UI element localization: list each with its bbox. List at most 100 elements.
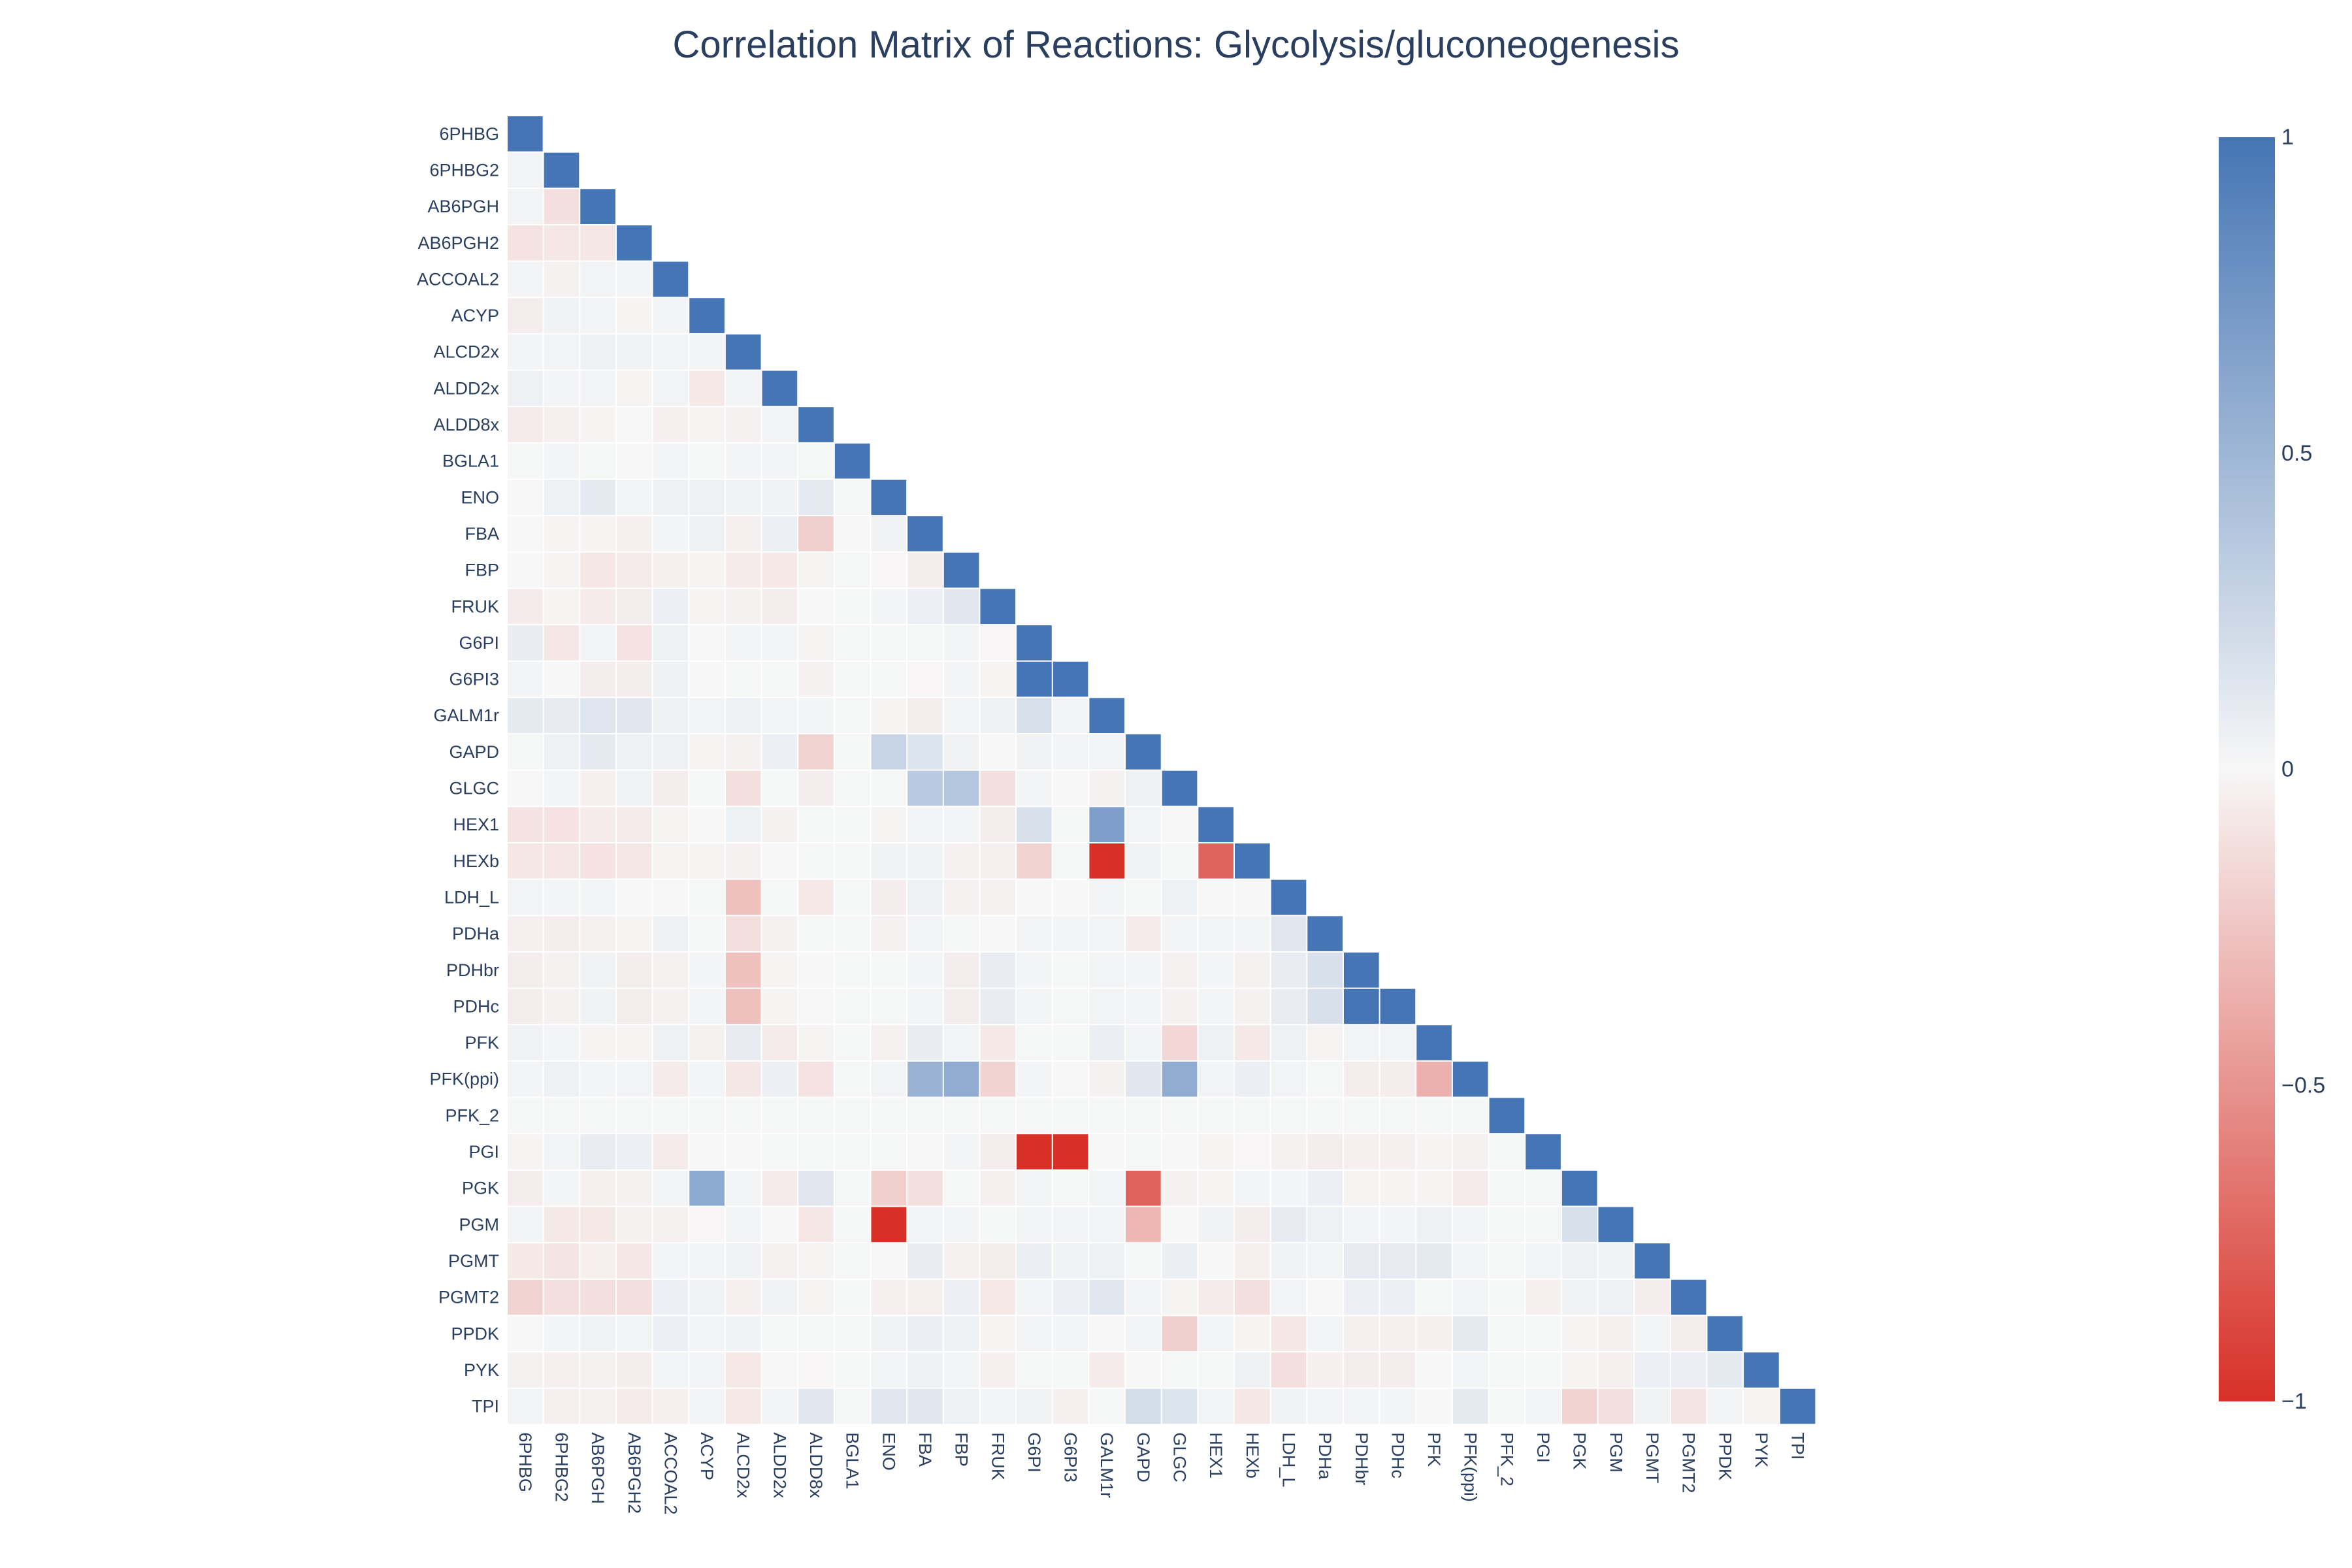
heatmap-cell-PGMT-PDHa (1307, 1243, 1343, 1279)
heatmap-cell-PPDK-ENO (871, 1316, 907, 1352)
heatmap-cell-HEXb-ALCD2x (725, 843, 761, 879)
heatmap-cell-ALDD8x-6PHBG2 (544, 407, 580, 442)
heatmap-cell-PGM-ALCD2x (725, 1207, 761, 1243)
heatmap-cell-PGK-PFK(ppi) (1452, 1170, 1488, 1206)
x-tick-label: G6PI (1024, 1432, 1044, 1473)
heatmap-cell-ACCOAL2-6PHBG2 (544, 261, 580, 297)
heatmap-cell-PDHa-FBP (943, 916, 979, 951)
heatmap-cell-GALM1r-G6PI (1017, 698, 1052, 734)
heatmap-cell-PDHc-HEXb (1235, 988, 1270, 1024)
heatmap-cell-HEX1-ACCOAL2 (653, 807, 689, 842)
heatmap-cell-TPI-PGMT2 (1671, 1388, 1707, 1424)
heatmap-cell-PGMT2-AB6PGH (580, 1279, 615, 1315)
heatmap-cell-PGK-BGLA1 (834, 1170, 870, 1206)
heatmap-cell-PDHc-FRUK (980, 988, 1016, 1024)
heatmap-cell-G6PI3-ALCD2x (725, 661, 761, 697)
heatmap-cell-G6PI3-FBP (943, 661, 979, 697)
heatmap-cell-GALM1r-ENO (871, 698, 907, 734)
heatmap-cell-FRUK-ALDD8x (798, 589, 834, 625)
heatmap-cell-PGK-6PHBG2 (544, 1170, 580, 1206)
heatmap-cell-PGK-PGI (1526, 1170, 1561, 1206)
heatmap-cell-PGM-PDHc (1380, 1207, 1416, 1243)
heatmap-cell-PGMT2-G6PI3 (1053, 1279, 1088, 1315)
heatmap-cell-PGM-PDHbr (1343, 1207, 1379, 1243)
heatmap-cell-ENO-ALDD2x (762, 480, 798, 515)
heatmap-cell-PGMT-PDHc (1380, 1243, 1416, 1279)
heatmap-cell-PGMT2-ACCOAL2 (653, 1279, 689, 1315)
heatmap-cell-PFK_2-GALM1r (1089, 1098, 1125, 1134)
heatmap-cell-PDHc-ACCOAL2 (653, 988, 689, 1024)
heatmap-cell-HEX1-BGLA1 (834, 807, 870, 842)
heatmap-cell-TPI-PFK(ppi) (1452, 1388, 1488, 1424)
heatmap-cell-PDHbr-BGLA1 (834, 952, 870, 988)
x-tick-label: GALM1r (1097, 1432, 1117, 1498)
heatmap-cell-PGK-AB6PGH (580, 1170, 615, 1206)
heatmap-cell-PPDK-PGMT (1635, 1316, 1670, 1352)
heatmap-cell-PPDK-PFK(ppi) (1452, 1316, 1488, 1352)
heatmap-cell-PGMT2-GLGC (1162, 1279, 1198, 1315)
heatmap-cell-PGM-FBP (943, 1207, 979, 1243)
heatmap-cell-TPI-HEX1 (1198, 1388, 1233, 1424)
heatmap-cell-PDHbr-LDH_L (1271, 952, 1307, 988)
heatmap-cell-PDHc-GALM1r (1089, 988, 1125, 1024)
heatmap-cell-ALCD2x-AB6PGH2 (616, 334, 652, 370)
heatmap-cell-PGM-PGM (1598, 1207, 1634, 1243)
heatmap-cell-PGI-AB6PGH2 (616, 1134, 652, 1169)
heatmap-cell-TPI-AB6PGH (580, 1388, 615, 1424)
heatmap-cell-GAPD-ENO (871, 734, 907, 770)
y-tick-label: AB6PGH (427, 197, 499, 216)
heatmap-cell-6PHBG2-6PHBG (508, 152, 543, 188)
heatmap-cell-LDH_L-6PHBG (508, 879, 543, 915)
heatmap-cell-PFK(ppi)-PDHbr (1343, 1061, 1379, 1097)
heatmap-cell-ALCD2x-ACYP (689, 334, 725, 370)
heatmap-cell-PGM-PGK (1561, 1207, 1597, 1243)
heatmap-cell-BGLA1-6PHBG2 (544, 443, 580, 479)
heatmap-cell-PGMT2-AB6PGH2 (616, 1279, 652, 1315)
heatmap-cell-PPDK-ACCOAL2 (653, 1316, 689, 1352)
heatmap-cell-PYK-HEX1 (1198, 1352, 1233, 1388)
heatmap-cell-PDHc-AB6PGH2 (616, 988, 652, 1024)
heatmap-cell-PGK-HEXb (1235, 1170, 1270, 1206)
heatmap-cell-PDHa-ACCOAL2 (653, 916, 689, 951)
heatmap-cell-ALDD8x-AB6PGH (580, 407, 615, 442)
x-tick-label: TPI (1788, 1432, 1808, 1460)
heatmap-cell-G6PI-ACCOAL2 (653, 625, 689, 661)
heatmap-cell-PGI-6PHBG (508, 1134, 543, 1169)
heatmap-cell-PPDK-ACYP (689, 1316, 725, 1352)
heatmap-cell-ALDD8x-AB6PGH2 (616, 407, 652, 442)
heatmap-cell-FBA-6PHBG (508, 516, 543, 551)
heatmap-cell-PGMT2-PGK (1561, 1279, 1597, 1315)
heatmap-cell-ENO-ACYP (689, 480, 725, 515)
heatmap-cell-HEXb-FBP (943, 843, 979, 879)
heatmap-cell-PGK-ALDD2x (762, 1170, 798, 1206)
heatmap-cell-PFK(ppi)-PFK(ppi) (1452, 1061, 1488, 1097)
heatmap-cell-PGMT2-PFK (1416, 1279, 1452, 1315)
heatmap-cell-FBA-ALCD2x (725, 516, 761, 551)
heatmap-cell-TPI-6PHBG2 (544, 1388, 580, 1424)
y-tick-label: PDHc (453, 996, 499, 1016)
heatmap-cell-PDHa-HEXb (1235, 916, 1270, 951)
heatmap-cell-PGMT-HEXb (1235, 1243, 1270, 1279)
heatmap-cell-PGMT-ACCOAL2 (653, 1243, 689, 1279)
heatmap-cell-PGK-6PHBG (508, 1170, 543, 1206)
heatmap-cell-PDHa-6PHBG2 (544, 916, 580, 951)
heatmap-cell-ALDD8x-ALCD2x (725, 407, 761, 442)
heatmap-cell-ALDD2x-AB6PGH2 (616, 370, 652, 406)
heatmap-cell-HEXb-ACCOAL2 (653, 843, 689, 879)
x-tick-label: FBP (952, 1432, 972, 1467)
heatmap-cell-GAPD-ALCD2x (725, 734, 761, 770)
heatmap-cell-PPDK-GLGC (1162, 1316, 1198, 1352)
heatmap-cell-PGK-ACCOAL2 (653, 1170, 689, 1206)
heatmap-cell-PGI-PDHc (1380, 1134, 1416, 1169)
heatmap-cell-PPDK-PFK (1416, 1316, 1452, 1352)
heatmap-cell-LDH_L-ALDD2x (762, 879, 798, 915)
heatmap-cell-GAPD-AB6PGH2 (616, 734, 652, 770)
heatmap-cell-PPDK-HEX1 (1198, 1316, 1233, 1352)
heatmap-cell-PPDK-AB6PGH2 (616, 1316, 652, 1352)
heatmap-cell-PGM-PFK_2 (1489, 1207, 1525, 1243)
heatmap-cell-G6PI3-AB6PGH (580, 661, 615, 697)
heatmap-cell-PGM-PDHa (1307, 1207, 1343, 1243)
heatmap-cell-PGMT-ACYP (689, 1243, 725, 1279)
heatmap-cell-PFK(ppi)-PFK (1416, 1061, 1452, 1097)
heatmap-cell-PYK-ALDD2x (762, 1352, 798, 1388)
